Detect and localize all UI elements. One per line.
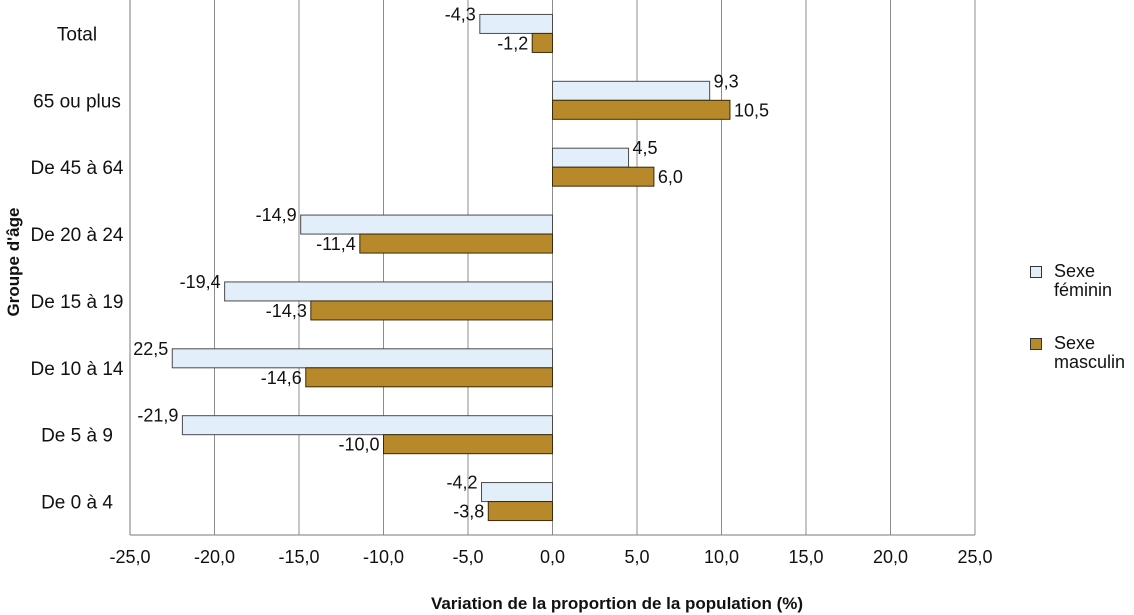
y-axis-title: Groupe d'âge	[4, 208, 23, 317]
legend-swatch-masculin	[1030, 338, 1042, 350]
bar-masculin	[552, 99, 731, 120]
bar-masculin	[531, 32, 553, 53]
x-tick-label: -20,0	[194, 547, 235, 567]
bar-masculin	[552, 166, 655, 187]
legend-label-line1: Sexe	[1054, 261, 1096, 281]
data-label: -3,8	[453, 502, 484, 522]
x-tick-labels: -25,0 -20,0 -15,0 -10,0 -5,0 0,0 5,0 10,0 15,0 20…	[109, 547, 992, 567]
category-label: De 45 à 64	[31, 158, 124, 179]
data-label: -10,0	[338, 435, 379, 455]
bar-masculin	[487, 501, 553, 522]
x-tick-label: 20,0	[873, 547, 908, 567]
x-tick-label: 5,0	[624, 547, 649, 567]
legend-swatch-feminin	[1030, 266, 1042, 278]
category-label: De 10 à 14	[31, 359, 124, 380]
category-label: 65 ou plus	[33, 91, 121, 112]
x-tick-label: 15,0	[788, 547, 823, 567]
bar-masculin	[383, 434, 553, 455]
data-label: 22,5	[133, 339, 168, 359]
x-tick-label: 0,0	[540, 547, 565, 567]
bars	[171, 13, 731, 522]
category-label: De 0 à 4	[41, 493, 113, 514]
x-tick-label: 10,0	[704, 547, 739, 567]
x-axis-title: Variation de la proportion de la populat…	[431, 594, 803, 613]
bar-feminin	[300, 214, 553, 235]
gridlines	[214, 0, 976, 535]
data-label: -21,9	[137, 406, 178, 426]
legend-item-feminin: Sexe féminin	[1030, 262, 1134, 300]
legend-item-masculin: Sexe masculin	[1030, 334, 1134, 372]
data-label: -19,4	[180, 272, 221, 292]
category-label: Total	[57, 24, 97, 45]
data-label: 6,0	[658, 167, 683, 187]
data-label: 4,5	[633, 138, 658, 158]
bar-feminin	[481, 482, 553, 503]
data-label: 9,3	[714, 71, 739, 91]
data-labels: -4,3 -1,2 9,3 10,5 4,56,0 -14,9 -11,4 -19,4 -14,…	[133, 4, 769, 521]
data-label: 10,5	[734, 100, 769, 120]
x-tick-label: -15,0	[278, 547, 319, 567]
x-tick-label: -10,0	[363, 547, 404, 567]
category-label: De 5 à 9	[41, 426, 113, 447]
data-label: -4,3	[445, 4, 476, 24]
category-label: De 15 à 19	[31, 292, 124, 313]
category-label: De 20 à 24	[31, 225, 124, 246]
axis-lines	[129, 0, 975, 536]
data-label: -14,3	[266, 301, 307, 321]
legend-label-line2: féminin	[1054, 280, 1113, 300]
bar-feminin	[552, 80, 711, 101]
bar-masculin	[310, 300, 553, 321]
x-tick-label: 25,0	[957, 547, 992, 567]
bar-masculin	[305, 367, 554, 388]
data-label: -11,4	[316, 234, 356, 254]
category-labels: Total 65 ou plus De 45 à 64 De 20 à 24 De 15…	[31, 24, 124, 513]
x-tick-label: -5,0	[452, 547, 483, 567]
x-tick-label: -25,0	[109, 547, 150, 567]
bar-feminin	[171, 348, 553, 369]
data-label: -1,2	[497, 33, 528, 53]
data-label: -14,6	[261, 368, 302, 388]
legend-label-line2: masculin	[1054, 352, 1126, 372]
bar-masculin	[359, 233, 553, 254]
legend: Sexe féminin Sexe masculin	[1030, 262, 1134, 406]
legend-label-line1: Sexe	[1054, 333, 1096, 353]
bar-feminin	[552, 147, 630, 168]
data-label: -4,2	[446, 473, 477, 493]
bar-feminin	[181, 415, 553, 436]
bar-feminin	[479, 13, 553, 34]
data-label: -14,9	[256, 205, 297, 225]
bar-feminin	[224, 281, 553, 302]
